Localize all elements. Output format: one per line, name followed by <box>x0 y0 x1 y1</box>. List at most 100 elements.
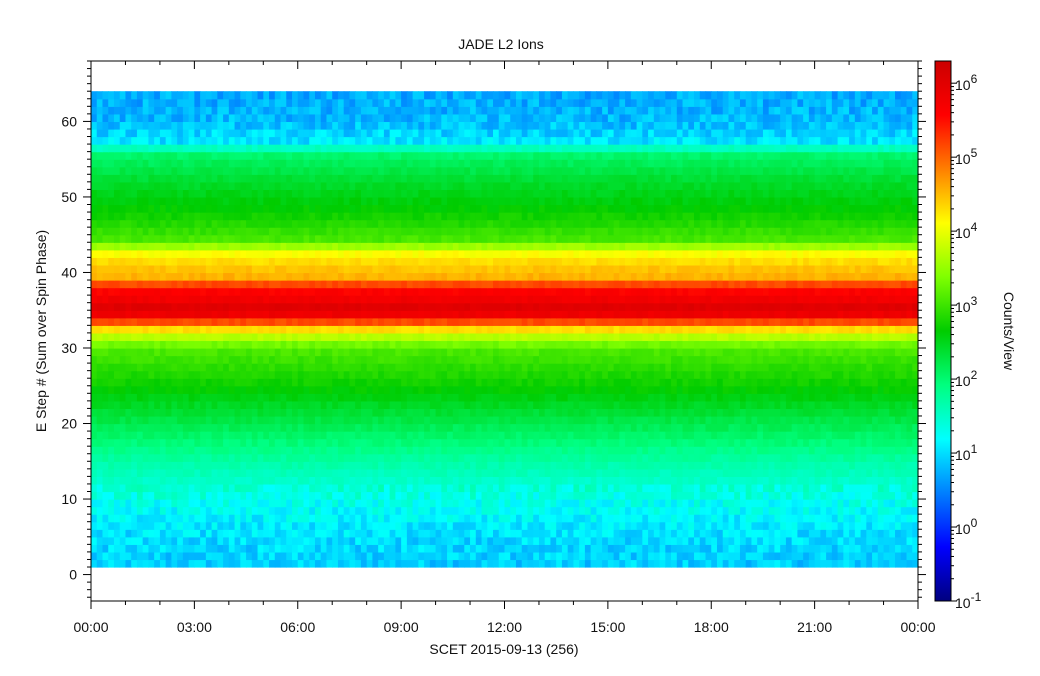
heatmap-cell <box>211 347 218 357</box>
heatmap-cell <box>866 506 873 515</box>
heatmap-cell <box>762 536 770 545</box>
heatmap-cell <box>257 446 264 455</box>
heatmap-cell <box>441 483 448 493</box>
heatmap-cell <box>395 393 402 402</box>
heatmap-cell <box>659 310 666 319</box>
heatmap-cell <box>797 408 804 417</box>
heatmap-cell <box>774 536 781 545</box>
heatmap-cell <box>378 446 385 455</box>
heatmap-cell <box>831 355 839 364</box>
heatmap-cell <box>211 355 218 364</box>
heatmap-cell <box>447 355 454 364</box>
heatmap-cell <box>688 378 695 387</box>
heatmap-cell <box>826 431 833 440</box>
heatmap-cell <box>699 423 707 432</box>
heatmap-cell <box>906 332 913 342</box>
heatmap-cell <box>849 317 856 326</box>
heatmap-cell <box>441 378 448 387</box>
heatmap-cell <box>780 363 787 372</box>
heatmap-cell <box>739 483 747 493</box>
heatmap-cell <box>734 491 741 500</box>
heatmap-cell <box>113 393 121 402</box>
heatmap-cell <box>757 529 764 538</box>
heatmap-cell <box>251 408 259 417</box>
heatmap-cell <box>366 393 374 402</box>
heatmap-cell <box>682 310 689 319</box>
heatmap-cell <box>412 370 419 379</box>
heatmap-cell <box>515 461 523 470</box>
heatmap-cell <box>820 544 827 553</box>
heatmap-cell <box>113 347 121 357</box>
heatmap-cell <box>240 461 247 470</box>
heatmap-cell <box>320 393 328 402</box>
heatmap-cell <box>831 363 839 372</box>
heatmap-cell <box>418 476 425 485</box>
heatmap-cell <box>154 415 161 425</box>
heatmap-cell <box>131 559 138 568</box>
heatmap-cell <box>343 559 351 568</box>
heatmap-cell <box>366 514 374 523</box>
heatmap-cell <box>447 423 454 432</box>
heatmap-cell <box>142 461 150 470</box>
heatmap-cell <box>435 385 442 394</box>
heatmap-cell <box>102 514 109 523</box>
heatmap-cell <box>326 400 333 410</box>
heatmap-cell <box>550 370 557 379</box>
heatmap-cell <box>671 438 678 447</box>
heatmap-cell <box>177 408 184 417</box>
heatmap-cell <box>705 310 712 319</box>
heatmap-cell <box>659 506 666 515</box>
heatmap-cell <box>711 363 718 372</box>
heatmap-cell <box>263 302 270 311</box>
heatmap-cell <box>745 461 753 470</box>
heatmap-cell <box>533 514 540 523</box>
heatmap-cell <box>234 438 241 447</box>
heatmap-cell <box>561 302 569 311</box>
heatmap-cell <box>337 536 345 545</box>
heatmap-cell <box>452 529 460 538</box>
heatmap-cell <box>470 521 477 530</box>
heatmap-cell <box>671 483 678 493</box>
heatmap-cell <box>401 499 408 508</box>
heatmap-cell <box>200 302 207 311</box>
heatmap-cell <box>475 310 483 319</box>
heatmap-cell <box>228 499 236 508</box>
heatmap-cell <box>653 325 661 334</box>
heatmap-cell <box>590 491 597 500</box>
heatmap-cell <box>803 423 810 432</box>
heatmap-cell <box>326 521 333 530</box>
heatmap-cell <box>458 559 465 568</box>
heatmap-cell <box>900 317 908 326</box>
heatmap-cell <box>860 536 867 545</box>
heatmap-cell <box>148 491 155 500</box>
heatmap-cell <box>699 347 707 357</box>
heatmap-cell <box>843 325 850 334</box>
heatmap-cell <box>716 400 724 410</box>
heatmap-cell <box>780 355 787 364</box>
heatmap-cell <box>596 468 603 477</box>
heatmap-cell <box>148 325 155 334</box>
heatmap-cell <box>378 468 385 477</box>
heatmap-cell <box>343 317 351 326</box>
heatmap-cell <box>900 536 908 545</box>
heatmap-cell <box>269 378 276 387</box>
heatmap-cell <box>148 559 155 568</box>
heatmap-cell <box>447 438 454 447</box>
heatmap-cell <box>642 521 649 530</box>
heatmap-cell <box>286 325 293 334</box>
heatmap-cell <box>475 340 483 349</box>
heatmap-cell <box>113 438 121 447</box>
heatmap-cell <box>573 363 580 372</box>
heatmap-cell <box>355 514 362 523</box>
heatmap-cell <box>877 423 885 432</box>
heatmap-cell <box>274 415 282 425</box>
heatmap-cell <box>533 340 540 349</box>
heatmap-cell <box>602 438 609 447</box>
heatmap-cell <box>895 347 902 357</box>
heatmap-cell <box>96 378 104 387</box>
heatmap-cell <box>194 393 201 402</box>
heatmap-cell <box>131 483 138 493</box>
heatmap-cell <box>481 423 488 432</box>
heatmap-cell <box>360 446 368 455</box>
heatmap-cell <box>579 317 586 326</box>
